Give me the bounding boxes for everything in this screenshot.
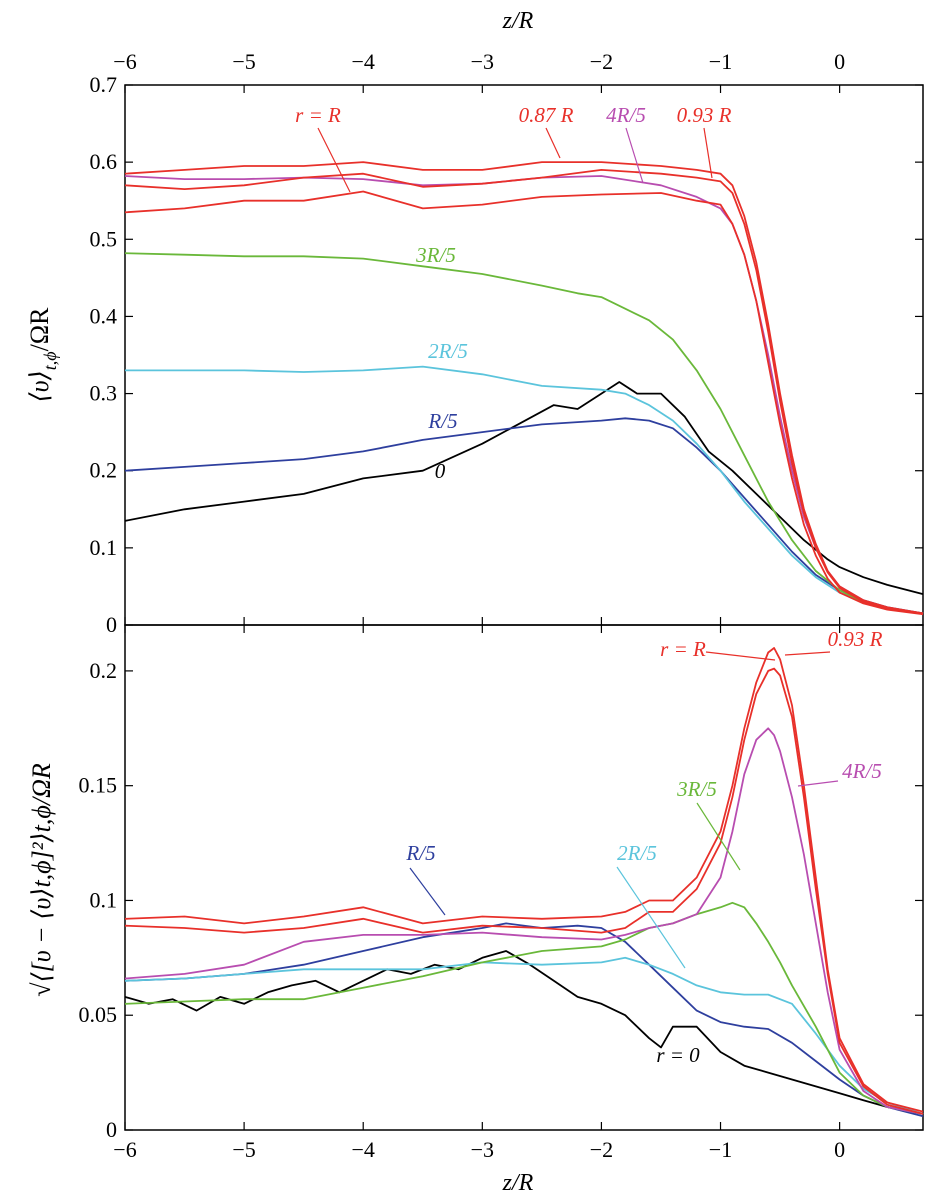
bottom-panel: −6 −5 −4 −3 −2 −1 0 0 0.05 0.1 0.15 0.2 r = R 0.93 R 4… xyxy=(79,624,924,1162)
x-tick-label: −6 xyxy=(113,1137,136,1162)
x-tick-label: −5 xyxy=(232,1137,255,1162)
y-tick-label: 0 xyxy=(106,1117,117,1142)
y-tick-label: 0.05 xyxy=(79,1002,118,1027)
annotation-leader xyxy=(703,127,713,179)
annotation-label: R/5 xyxy=(427,409,457,433)
annotation-label: 0 xyxy=(435,459,446,483)
top-x-axis-title: z/R xyxy=(502,8,534,34)
annotation-label: R/5 xyxy=(405,841,435,865)
y-tick-label: 0.6 xyxy=(90,149,118,174)
x-tick-label: −3 xyxy=(471,1137,494,1162)
bottom-y-axis-title: √⟨[υ − ⟨υ⟩t,ϕ]²⟩t,ϕ/ΩR xyxy=(27,763,56,997)
annotation-leader xyxy=(616,866,686,969)
x-tick-label: 0 xyxy=(834,1137,845,1162)
series-line xyxy=(124,252,924,615)
series-line xyxy=(124,667,924,1115)
y-tick-label: 0.5 xyxy=(90,226,118,251)
series-line xyxy=(125,365,924,615)
annotation-label: 0.93 R xyxy=(677,103,732,127)
annotation-label: 4R/5 xyxy=(606,103,646,127)
annotation-label: 2R/5 xyxy=(617,841,657,865)
annotation-label: 0.93 R xyxy=(828,627,883,651)
annotation-label: r = R xyxy=(295,103,341,127)
annotation-leader xyxy=(696,802,741,871)
annotation-label: 4R/5 xyxy=(842,759,882,783)
top-y-axis-main: ⟨υ⟩ xyxy=(25,370,54,402)
top-y-axis-sub: t,ϕ xyxy=(40,351,60,370)
x-tick-label-top: −6 xyxy=(113,49,136,74)
annotation-leader xyxy=(705,651,776,661)
x-tick-label-top: −4 xyxy=(351,49,374,74)
x-tick-label-top: −3 xyxy=(471,49,494,74)
series-line xyxy=(124,647,924,1113)
series-line xyxy=(124,956,924,1115)
x-tick-label-top: 0 xyxy=(834,49,845,74)
series-line xyxy=(124,950,924,1115)
series-line xyxy=(124,727,924,1115)
y-tick-label: 0.7 xyxy=(90,72,118,97)
annotation-leader xyxy=(784,651,831,656)
top-y-axis-tail: /ΩR xyxy=(25,307,54,352)
top-y-axis-title: ⟨υ⟩t,ϕ/ΩR xyxy=(25,307,60,403)
annotation-leader xyxy=(545,127,561,159)
y-tick-label: 0.3 xyxy=(90,381,118,406)
annotation-label: r = 0 xyxy=(656,1043,700,1067)
annotation-label: 3R/5 xyxy=(676,777,717,801)
series-line xyxy=(124,168,924,615)
y-tick-label: 0.15 xyxy=(79,773,118,798)
top-panel: −6 −5 −4 −3 −2 −1 0 0 0.1 0.2 0.3 0.4 0.5 0.6 0.7 r = R… xyxy=(90,49,924,637)
x-tick-label: −1 xyxy=(709,1137,732,1162)
y-tick-label: 0.1 xyxy=(90,887,118,912)
annotation-label: 2R/5 xyxy=(428,339,468,363)
series-line xyxy=(124,161,924,615)
series-line xyxy=(124,417,924,615)
annotation-leader xyxy=(625,127,644,184)
x-tick-label: −4 xyxy=(351,1137,374,1162)
x-tick-label-top: −5 xyxy=(232,49,255,74)
series-line xyxy=(124,922,924,1118)
y-tick-label: 0.4 xyxy=(90,303,118,328)
annotation-label: 3R/5 xyxy=(415,243,456,267)
y-tick-label: 0 xyxy=(106,612,117,637)
x-tick-label: −2 xyxy=(590,1137,613,1162)
annotation-label: r = R xyxy=(660,637,706,661)
y-tick-label: 0.2 xyxy=(90,658,118,683)
annotation-label: 0.87 R xyxy=(519,103,574,127)
plot-frame xyxy=(124,624,924,1131)
y-tick-label: 0.1 xyxy=(90,535,118,560)
annotation-leader xyxy=(317,127,351,193)
annotation-leader xyxy=(797,780,839,787)
x-tick-label-top: −2 xyxy=(590,49,613,74)
annotation-leader xyxy=(409,867,446,916)
series-line xyxy=(124,190,924,616)
x-tick-label-top: −1 xyxy=(709,49,732,74)
bottom-x-axis-title: z/R xyxy=(502,1170,534,1196)
series-line xyxy=(124,175,924,615)
series-line xyxy=(124,381,924,595)
y-tick-label: 0.2 xyxy=(90,458,118,483)
